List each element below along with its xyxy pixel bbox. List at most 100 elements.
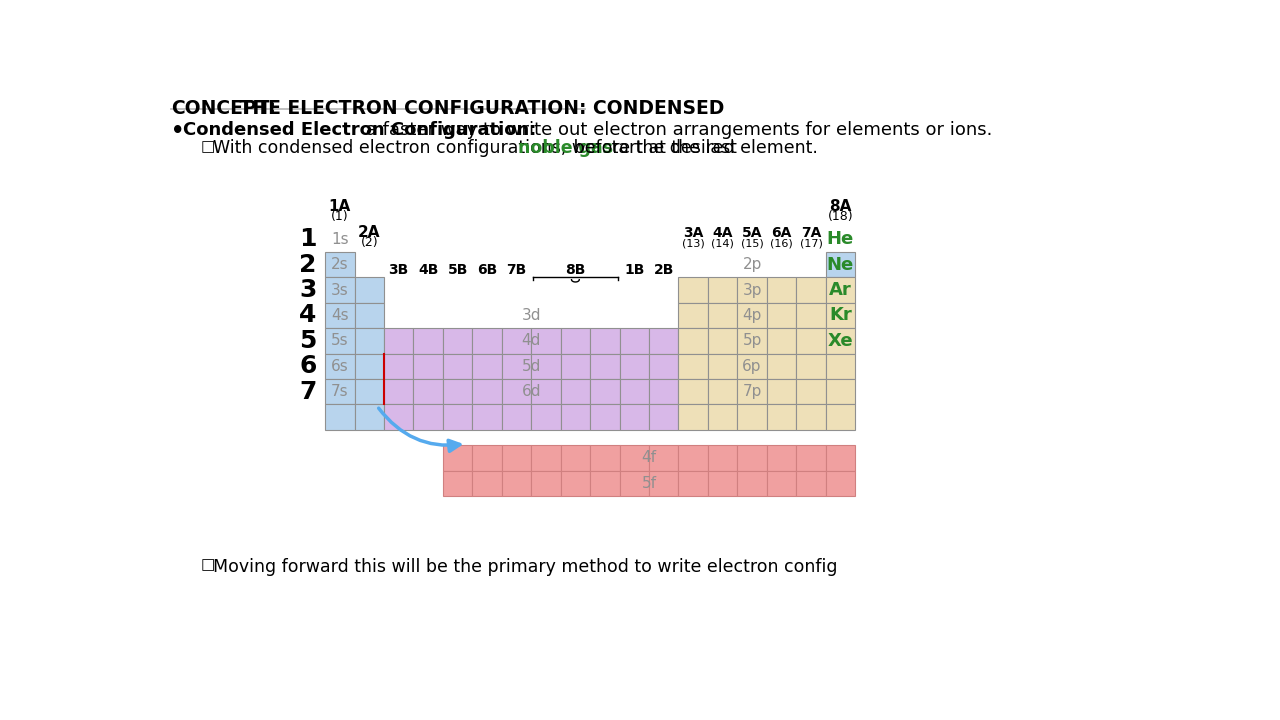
Bar — [649, 354, 678, 379]
Bar — [413, 379, 443, 405]
Text: 4d: 4d — [521, 333, 541, 348]
Text: (2): (2) — [361, 236, 378, 249]
Bar — [767, 303, 796, 328]
Text: 6A: 6A — [772, 225, 792, 240]
Bar — [443, 405, 472, 430]
Bar — [590, 471, 620, 496]
Bar — [355, 328, 384, 354]
Text: 3B: 3B — [389, 263, 408, 276]
Bar — [355, 303, 384, 328]
Bar — [355, 354, 384, 379]
Text: 1s: 1s — [332, 232, 348, 247]
Bar — [620, 354, 649, 379]
Bar — [502, 328, 531, 354]
Text: 4B: 4B — [419, 263, 438, 276]
Text: Xe: Xe — [828, 332, 854, 350]
Bar — [384, 405, 413, 430]
Bar — [325, 303, 355, 328]
Text: 4A: 4A — [713, 225, 733, 240]
Bar — [767, 471, 796, 496]
Bar — [737, 277, 767, 303]
Bar — [472, 379, 502, 405]
Bar — [620, 328, 649, 354]
Bar — [590, 445, 620, 471]
Bar — [796, 328, 826, 354]
Text: 3s: 3s — [332, 282, 348, 297]
Text: Condensed Electron Configuration:: Condensed Electron Configuration: — [183, 121, 536, 139]
Bar — [325, 277, 355, 303]
Bar — [384, 354, 413, 379]
Bar — [737, 471, 767, 496]
Bar — [413, 405, 443, 430]
Text: □: □ — [200, 557, 215, 572]
Bar — [531, 471, 561, 496]
Text: 2A: 2A — [358, 225, 380, 240]
Text: CONCEPT:: CONCEPT: — [170, 99, 276, 117]
Bar — [502, 405, 531, 430]
Bar — [325, 328, 355, 354]
Bar — [708, 303, 737, 328]
Bar — [796, 471, 826, 496]
Text: before the desired element.: before the desired element. — [567, 139, 818, 157]
Text: Moving forward this will be the primary method to write electron config: Moving forward this will be the primary … — [212, 557, 837, 576]
Bar — [531, 354, 561, 379]
Bar — [561, 471, 590, 496]
Text: 4s: 4s — [332, 308, 348, 323]
Text: (1): (1) — [332, 210, 348, 223]
Text: 6s: 6s — [332, 359, 348, 374]
Bar — [678, 445, 708, 471]
Text: He: He — [827, 230, 854, 248]
Bar — [413, 328, 443, 354]
Text: 2B: 2B — [654, 263, 675, 276]
Bar — [502, 354, 531, 379]
Bar — [737, 328, 767, 354]
Bar — [826, 379, 855, 405]
Text: 1: 1 — [300, 228, 316, 251]
FancyArrowPatch shape — [379, 408, 460, 451]
Text: Kr: Kr — [829, 307, 851, 325]
Bar — [767, 354, 796, 379]
Bar — [678, 405, 708, 430]
Text: 5d: 5d — [521, 359, 541, 374]
Bar — [796, 445, 826, 471]
Bar — [443, 328, 472, 354]
Bar — [678, 303, 708, 328]
Text: 4p: 4p — [742, 308, 762, 323]
Bar — [590, 379, 620, 405]
Text: 5A: 5A — [742, 225, 763, 240]
Text: 7A: 7A — [801, 225, 822, 240]
Bar — [678, 328, 708, 354]
Bar — [796, 379, 826, 405]
Bar — [826, 303, 855, 328]
Bar — [767, 405, 796, 430]
Bar — [767, 445, 796, 471]
Bar — [620, 379, 649, 405]
Bar — [796, 277, 826, 303]
Text: 8A: 8A — [829, 199, 851, 215]
Bar — [502, 471, 531, 496]
Bar — [472, 328, 502, 354]
Bar — [737, 379, 767, 405]
Bar — [796, 405, 826, 430]
Bar — [561, 379, 590, 405]
Bar — [708, 445, 737, 471]
Bar — [561, 354, 590, 379]
Text: 6d: 6d — [521, 384, 541, 399]
Bar — [531, 379, 561, 405]
Bar — [649, 379, 678, 405]
Bar — [737, 354, 767, 379]
Bar — [561, 328, 590, 354]
Text: 6: 6 — [300, 354, 316, 378]
Bar — [502, 445, 531, 471]
Bar — [472, 445, 502, 471]
Bar — [590, 354, 620, 379]
Bar — [649, 471, 678, 496]
Text: 1A: 1A — [329, 199, 351, 215]
Text: 7p: 7p — [742, 384, 762, 399]
Text: Ar: Ar — [829, 281, 851, 299]
Text: 3d: 3d — [521, 308, 541, 323]
Bar — [443, 445, 472, 471]
Bar — [590, 405, 620, 430]
Bar — [708, 277, 737, 303]
Bar — [384, 328, 413, 354]
